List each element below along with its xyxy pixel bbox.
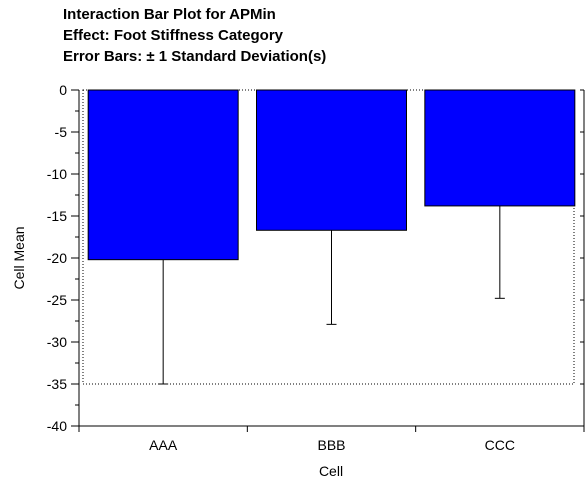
y-tick-label: -35 — [47, 376, 67, 392]
y-tick-label: -30 — [47, 334, 67, 350]
y-tick-label: -5 — [55, 124, 68, 140]
error-range-box — [82, 89, 575, 385]
y-tick-label: -40 — [47, 418, 67, 434]
chart-title-line-3: Error Bars: ± 1 Standard Deviation(s) — [63, 48, 327, 65]
bar-bbb — [256, 89, 407, 231]
y-tick-label: -10 — [47, 166, 67, 182]
bar-ccc — [424, 89, 576, 207]
x-axis-label: Cell — [319, 463, 343, 479]
y-tick-label: -20 — [47, 250, 67, 266]
chart-title-line-1: Interaction Bar Plot for APMin — [63, 6, 276, 23]
y-tick-label: 0 — [59, 82, 67, 98]
y-tick-label: -15 — [47, 208, 67, 224]
bar-aaa — [87, 89, 239, 261]
y-axis-label: Cell Mean — [11, 226, 27, 289]
chart-title-line-2: Effect: Foot Stiffness Category — [63, 27, 284, 44]
y-tick-label: -25 — [47, 292, 67, 308]
x-tick-label-ccc: CCC — [485, 437, 515, 453]
x-tick-label-aaa: AAA — [149, 437, 178, 453]
chart-title: Interaction Bar Plot for APMin Effect: F… — [63, 4, 326, 67]
plot-area: AAA BBB CCC 0 -5 -10 -15 -20 -25 -30 -35 -40 — [47, 82, 585, 453]
x-tick-label-bbb: BBB — [317, 437, 345, 453]
